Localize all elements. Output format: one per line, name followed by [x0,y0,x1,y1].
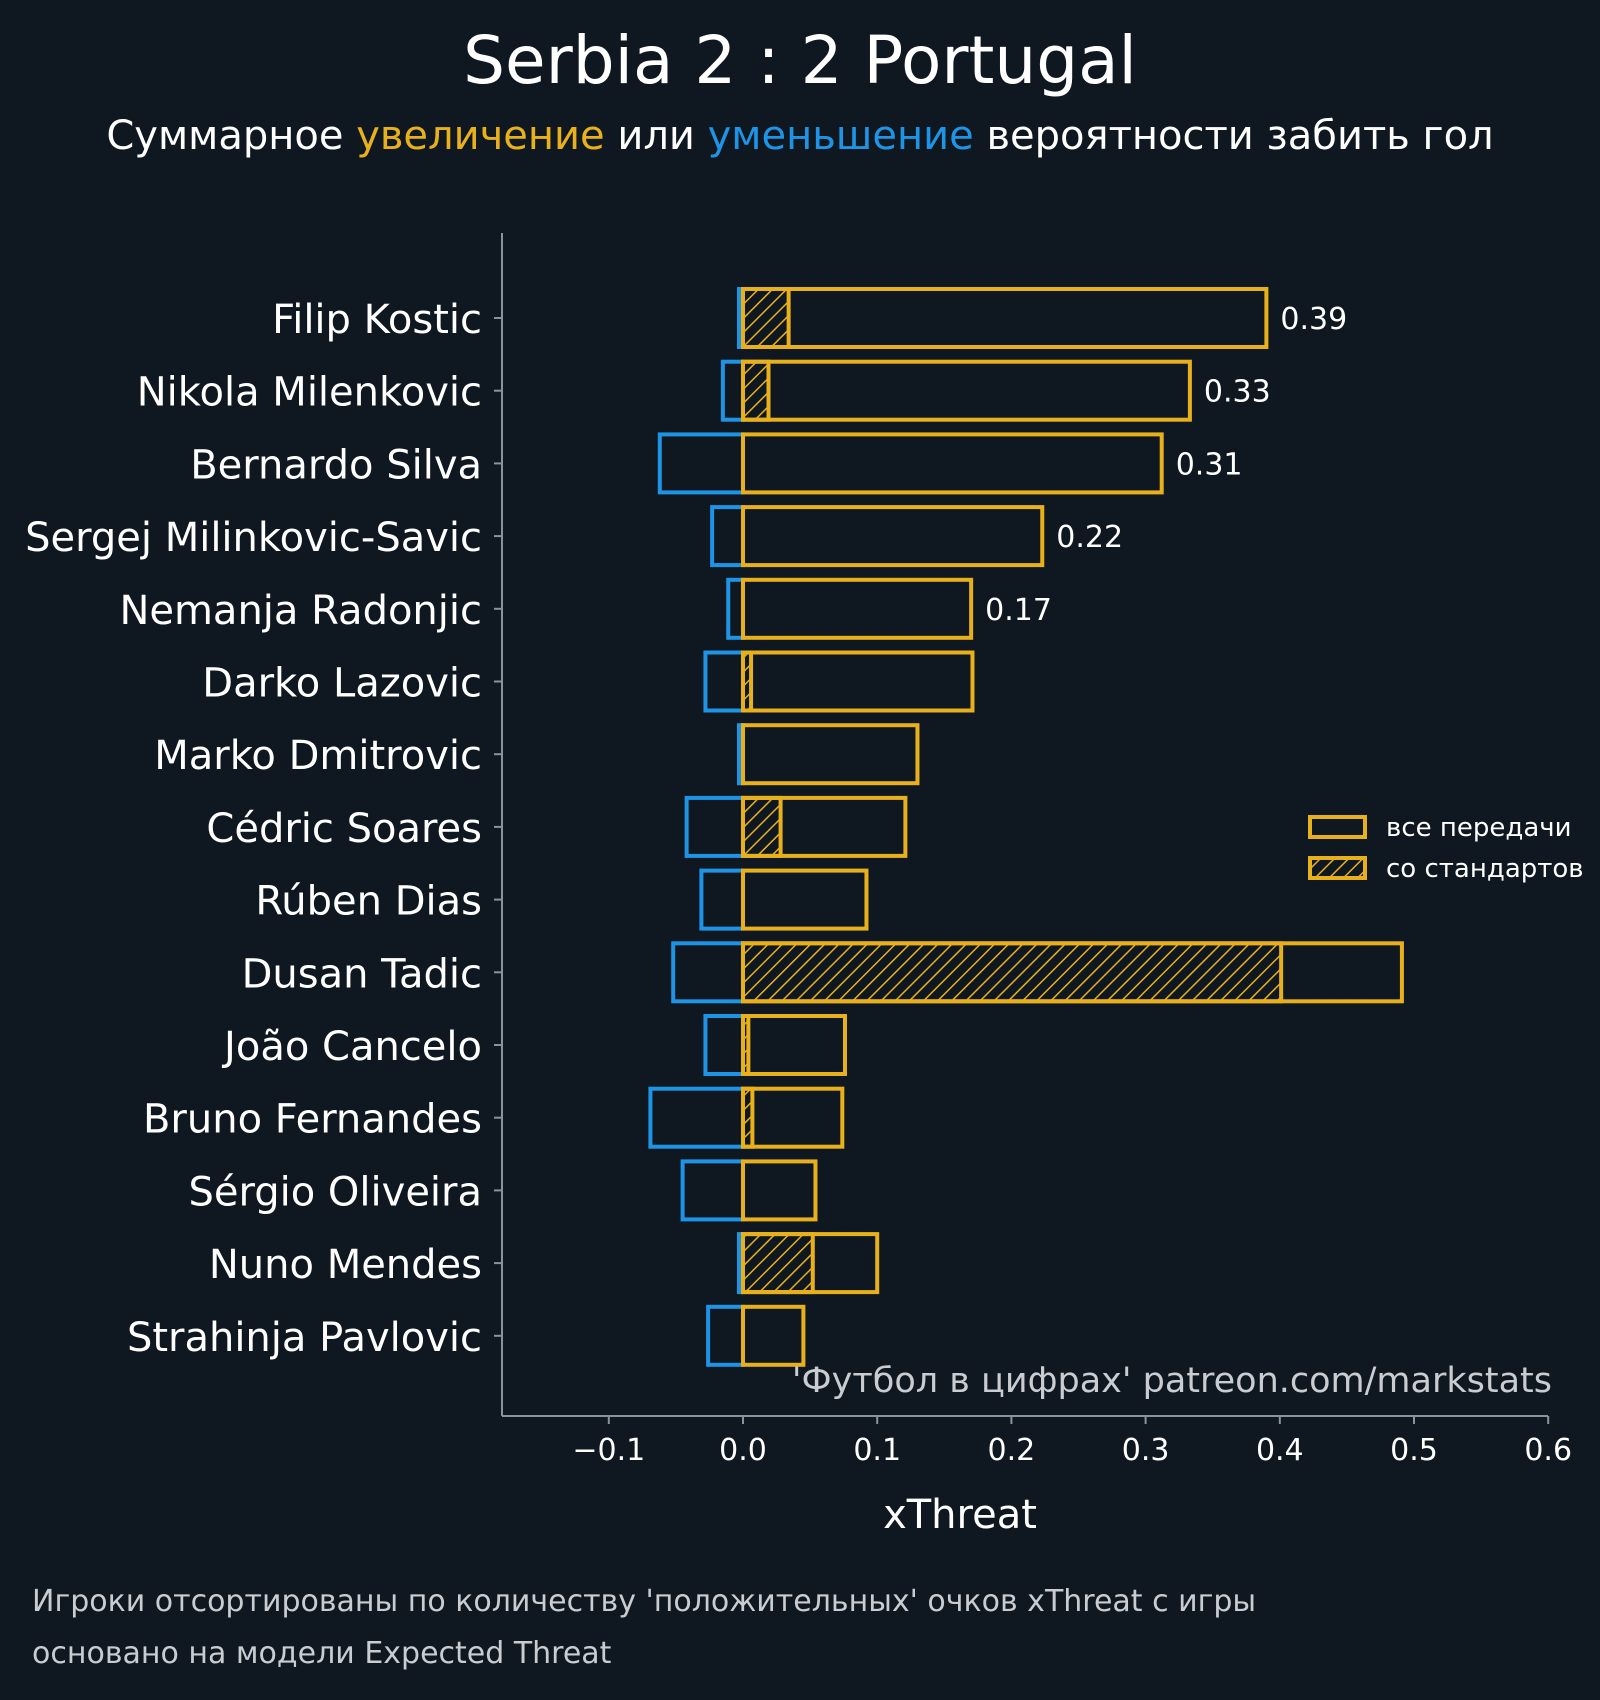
subtitle-part1: Суммарное [106,113,357,159]
chart-subtitle: Суммарное увеличение или уменьшение веро… [0,113,1600,159]
x-tick-label: 0.4 [1256,1433,1304,1468]
bar-positive-nuno-mendes [741,1232,880,1295]
y-tick-label-sergio-oliveira: Sérgio Oliveira [189,1169,483,1215]
bar-negative-darko-lazovic [703,650,746,713]
data-label-filip-kostic: 0.39 [1280,302,1347,337]
bar-positive-dusan-tadic [741,941,1404,1004]
y-tick-label-marko-dmitrovic: Marko Dmitrovic [154,733,482,779]
legend-swatch-set-pieces [1308,856,1367,880]
bar-negative-sergej-milinkovic-savic [710,505,745,568]
bar-positive-cedric-soares [741,795,908,858]
bar-positive-nemanja-radonjic [741,577,974,640]
subtitle-part2: или [604,113,708,159]
axes-group [501,233,1548,1417]
bar-negative-bruno-fernandes [648,1086,745,1149]
bar-positive-sergio-oliveira [741,1159,818,1222]
y-ticks-group: Filip Kostic Nikola Milenkovic Bernardo Si… [25,297,502,1361]
x-tick-label: 0.3 [1122,1433,1170,1468]
bar-negative-dusan-tadic [671,941,745,1004]
legend-swatch-all-passes [1308,815,1367,839]
y-tick-label-joao-cancelo: João Cancelo [221,1024,482,1070]
y-tick-label-sergej-milinkovic-savic: Sergej Milinkovic-Savic [25,515,482,561]
bar-set-pieces-cedric-soares [741,795,783,858]
x-tick-label: 0.1 [853,1433,901,1468]
bar-positive-filip-kostic [741,287,1269,349]
y-tick-label-bernardo-silva: Bernardo Silva [190,442,482,488]
bar-positive-darko-lazovic [741,650,975,713]
legend-label-set-pieces: со стандартов [1386,854,1584,884]
bar-positive-strahinja-pavlovic [741,1304,806,1367]
x-tick-label: 0.0 [719,1433,767,1468]
data-label-nemanja-radonjic: 0.17 [985,593,1052,628]
y-tick-label-cedric-soares: Cédric Soares [206,806,482,852]
x-axis-label: xThreat [883,1492,1037,1538]
bar-negative-nemanja-radonjic [726,577,745,640]
bar-positive-marko-dmitrovic [741,723,920,786]
bar-negative-joao-cancelo [703,1014,746,1076]
bar-positive-sergej-milinkovic-savic [741,505,1045,568]
bar-negative-bernardo-silva [657,432,746,495]
bar-negative-nikola-milenkovic [720,359,745,422]
data-label-nikola-milenkovic: 0.33 [1204,375,1271,410]
y-tick-label-nemanja-radonjic: Nemanja Radonjic [119,588,482,634]
x-tick-label: 0.6 [1524,1433,1572,1468]
bar-positive-bernardo-silva [741,432,1164,495]
y-tick-label-nikola-milenkovic: Nikola Milenkovic [137,370,482,416]
subtitle-part3: вероятности забить гол [973,113,1494,159]
bar-positive-joao-cancelo [741,1014,847,1076]
bar-positive-bruno-fernandes [741,1086,845,1149]
y-tick-label-bruno-fernandes: Bruno Fernandes [143,1097,482,1143]
x-ticks-group: −0.1 0.0 0.1 0.2 0.3 0.4 0.5 0.6 [572,1416,1572,1468]
x-tick-label: 0.5 [1390,1433,1438,1468]
bar-negative-cedric-soares [684,795,745,858]
data-label-sergej-milinkovic-savic: 0.22 [1056,520,1123,555]
y-tick-label-strahinja-pavlovic: Strahinja Pavlovic [127,1315,482,1361]
bar-set-pieces-filip-kostic [741,287,791,349]
data-label-bernardo-silva: 0.31 [1176,447,1243,482]
subtitle-increase: увеличение [356,113,605,159]
y-tick-label-nuno-mendes: Nuno Mendes [209,1242,482,1288]
bar-negative-strahinja-pavlovic [706,1304,745,1367]
legend: все передачи со стандартов [1308,813,1584,884]
bar-positive-ruben-dias [741,868,869,931]
bar-set-pieces-nuno-mendes [741,1232,815,1295]
y-tick-label-darko-lazovic: Darko Lazovic [202,661,482,707]
chart-title: Serbia 2 : 2 Portugal [463,22,1137,99]
bars-group: 0.39 0.33 0.31 0.22 0.17 [648,287,1404,1367]
x-tick-label: 0.2 [988,1433,1036,1468]
legend-label-all-passes: все передачи [1386,813,1572,843]
bar-negative-ruben-dias [699,868,746,931]
bar-positive-nikola-milenkovic [741,359,1192,422]
bar-set-pieces-nikola-milenkovic [741,359,771,422]
footer-note-1: Игроки отсортированы по количеству 'поло… [32,1584,1257,1619]
footer-note-2: основано на модели Expected Threat [32,1636,612,1671]
y-tick-label-filip-kostic: Filip Kostic [272,297,482,343]
bar-negative-sergio-oliveira [680,1159,745,1222]
bar-set-pieces-dusan-tadic [741,941,1284,1004]
y-tick-label-dusan-tadic: Dusan Tadic [242,951,482,997]
watermark: 'Футбол в цифрах' patreon.com/markstats [792,1361,1552,1401]
x-tick-label: −0.1 [572,1433,645,1468]
y-tick-label-ruben-dias: Rúben Dias [255,879,482,925]
subtitle-decrease: уменьшение [707,113,974,159]
